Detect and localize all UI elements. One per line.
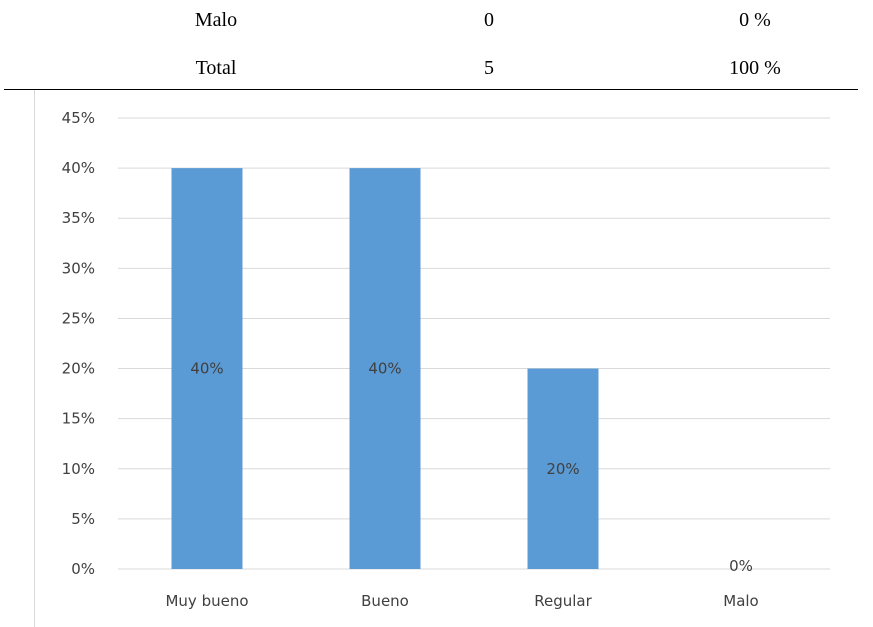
y-axis-ticks: 0% 5% 10% 15% 20% 25% 30% 35% 40% 45% [62, 109, 95, 578]
y-tick-label: 35% [62, 209, 95, 227]
chart-frame-left-edge [34, 90, 35, 627]
table-cell-label: Total [195, 57, 237, 79]
y-tick-label: 45% [62, 109, 95, 127]
table-bottom-rule [4, 89, 858, 90]
bar-0 [171, 168, 243, 569]
table-cell-label: Malo [194, 9, 238, 31]
data-label-2: 20% [546, 460, 579, 478]
chart-data-labels: 40% 40% 20% 0% [190, 360, 753, 575]
y-tick-label: 10% [62, 460, 95, 478]
table-cell-percent: 0 % [739, 9, 771, 31]
table-row: Malo 0 0 % [0, 3, 873, 37]
data-label-1: 40% [368, 360, 401, 378]
x-tick-label: Muy bueno [165, 592, 248, 610]
data-label-0: 40% [190, 360, 223, 378]
y-tick-label: 25% [62, 309, 95, 327]
y-tick-label: 20% [62, 360, 95, 378]
chart-bars [171, 168, 599, 569]
bar-2 [527, 368, 599, 569]
x-tick-label: Bueno [361, 592, 409, 610]
bar-1 [349, 168, 421, 569]
y-tick-label: 30% [62, 259, 95, 277]
data-label-3: 0% [729, 557, 753, 575]
summary-table: Malo 0 0 % Total 5 100 % [0, 0, 873, 90]
table-cell-count: 5 [484, 57, 494, 79]
table-cell-percent: 100 % [729, 57, 781, 79]
table-cell-count: 0 [484, 9, 494, 31]
x-tick-label: Regular [534, 592, 592, 610]
x-axis-ticks: Muy bueno Bueno Regular Malo [165, 592, 758, 610]
table-row: Total 5 100 % [0, 51, 873, 85]
y-tick-label: 15% [62, 410, 95, 428]
x-tick-label: Malo [723, 592, 758, 610]
y-tick-label: 40% [62, 159, 95, 177]
y-tick-label: 5% [71, 510, 95, 528]
y-tick-label: 0% [71, 560, 95, 578]
